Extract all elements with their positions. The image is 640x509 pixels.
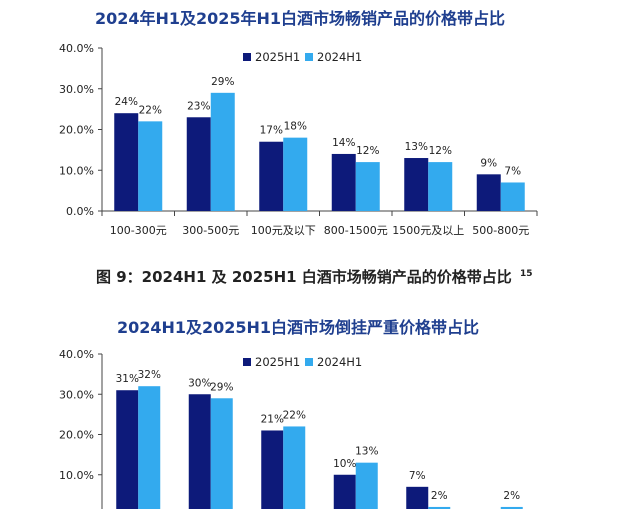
chart-price-band-inverted: 2024H1及2025H1白酒市场倒挂严重价格带占比 0.0%10.0%20.0… (59, 318, 523, 509)
x-category-label: 800-1500元 (324, 224, 388, 237)
bar-2024H1 (355, 462, 378, 509)
bar-2025H1 (331, 153, 356, 211)
legend-swatch (243, 53, 251, 61)
bar-2024H1 (500, 506, 523, 509)
figure-caption-text: 图 9：2024H1 及 2025H1 白酒市场畅销产品的价格带占比 (96, 268, 512, 286)
x-category-label: 500-800元 (472, 224, 529, 237)
bar-data-label: 17% (260, 125, 283, 137)
bar-data-label: 29% (210, 381, 233, 393)
bar-2024H1 (428, 506, 451, 509)
bar-data-label: 10% (333, 458, 356, 470)
bar-data-label: 7% (504, 165, 521, 177)
bar-data-label: 23% (187, 100, 210, 112)
bar-data-label: 12% (429, 145, 452, 157)
x-category-label: 100-300元 (110, 224, 167, 237)
legend-swatch (305, 358, 313, 366)
legend-label: 2024H1 (317, 355, 362, 369)
bar-2024H1 (210, 92, 235, 211)
chart-title: 2024H1及2025H1白酒市场倒挂严重价格带占比 (117, 318, 479, 337)
y-tick-label: 40.0% (59, 348, 94, 361)
y-tick-label: 20.0% (59, 429, 94, 442)
bar-2024H1 (500, 182, 525, 211)
bar-2024H1 (355, 162, 380, 211)
bar-data-label: 12% (356, 145, 379, 157)
legend-swatch (305, 53, 313, 61)
y-tick-label: 30.0% (59, 83, 94, 96)
bar-2025H1 (476, 174, 501, 211)
chart-price-band-bestsellers: 2024年H1及2025年H1白酒市场畅销产品的价格带占比 0.0% 10.0% 2… (59, 9, 538, 237)
bar-2024H1 (138, 121, 163, 211)
bar-data-label: 13% (405, 141, 428, 153)
bar-2025H1 (406, 486, 429, 509)
bar-data-label: 9% (480, 157, 497, 169)
bar-2025H1 (186, 117, 211, 211)
bar-data-label: 32% (138, 369, 161, 381)
x-category-label: 1500元及以上 (392, 224, 464, 237)
bar-data-label: 22% (139, 104, 162, 116)
x-category-label: 300-500元 (182, 224, 239, 237)
y-tick-label: 30.0% (59, 388, 94, 401)
legend-swatch (243, 358, 251, 366)
bar-2025H1 (259, 141, 284, 211)
bar-2024H1 (138, 386, 161, 509)
bar-data-label: 24% (115, 96, 138, 108)
chart-title: 2024年H1及2025年H1白酒市场畅销产品的价格带占比 (95, 9, 505, 28)
bar-2025H1 (404, 158, 429, 211)
bar-data-label: 31% (116, 373, 139, 385)
y-tick-label: 40.0% (59, 42, 94, 55)
legend-label: 2025H1 (255, 355, 300, 369)
bar-data-label: 21% (261, 413, 284, 425)
bar-2025H1 (188, 394, 211, 509)
bar-data-label: 29% (211, 76, 234, 88)
bar-2025H1 (116, 390, 139, 509)
figure-caption: 图 9：2024H1 及 2025H1 白酒市场畅销产品的价格带占比 15 (96, 268, 533, 286)
bar-2024H1 (283, 426, 306, 509)
legend-label: 2024H1 (317, 50, 362, 64)
y-tick-label: 10.0% (59, 469, 94, 482)
bar-data-label: 13% (355, 446, 378, 458)
bar-2025H1 (261, 430, 284, 509)
bar-data-label: 2% (503, 490, 520, 502)
bar-2024H1 (428, 162, 453, 211)
bar-2024H1 (283, 137, 308, 211)
y-tick-label: 10.0% (59, 164, 94, 177)
y-tick-label: 20.0% (59, 124, 94, 137)
figure-caption-note: 15 (520, 269, 533, 279)
x-category-label: 100元及以下 (251, 224, 316, 237)
bar-data-label: 2% (431, 490, 448, 502)
bar-2024H1 (210, 398, 233, 509)
bar-data-label: 22% (283, 409, 306, 421)
bar-data-label: 30% (188, 377, 211, 389)
bar-2025H1 (114, 113, 139, 211)
bar-2025H1 (333, 474, 356, 509)
bar-data-label: 18% (284, 121, 307, 133)
legend-label: 2025H1 (255, 50, 300, 64)
y-tick-label: 0.0% (66, 205, 94, 218)
bar-data-label: 7% (409, 470, 426, 482)
bar-data-label: 14% (332, 137, 355, 149)
svg-text:图 9：2024H1 及 2025H1 白酒市场畅销产品的价: 图 9：2024H1 及 2025H1 白酒市场畅销产品的价格带占比 15 (96, 268, 533, 286)
